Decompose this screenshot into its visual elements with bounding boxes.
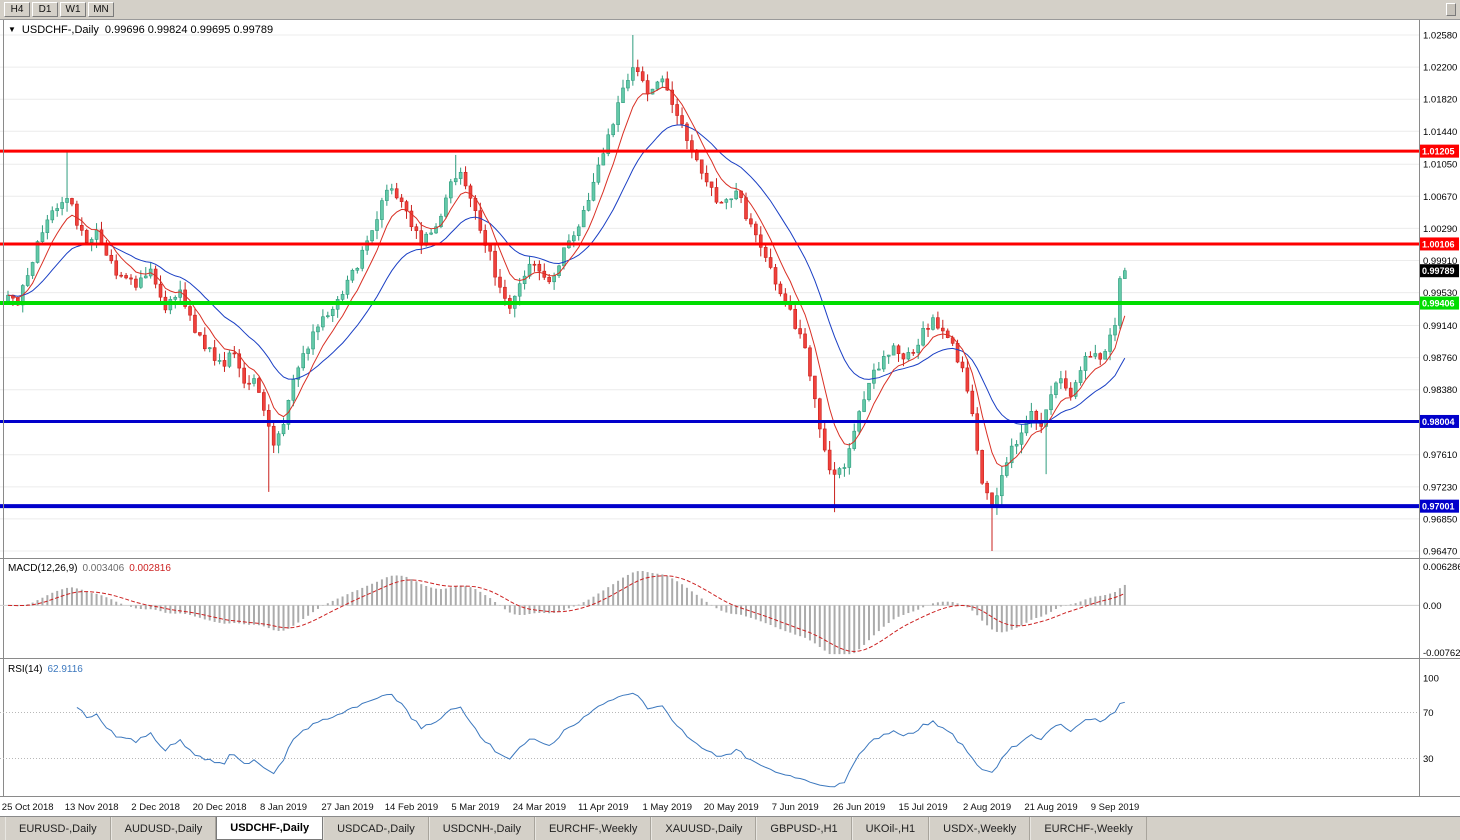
- date-axis-label: 13 Nov 2018: [65, 802, 119, 813]
- svg-text:0.97001: 0.97001: [1422, 502, 1455, 512]
- svg-text:0.98004: 0.98004: [1422, 417, 1455, 427]
- tab-usdchf-daily[interactable]: USDCHF-,Daily: [216, 817, 324, 840]
- price-axis-tick: 1.01440: [1423, 127, 1457, 138]
- svg-text:1.01205: 1.01205: [1422, 147, 1455, 157]
- macd-histogram: [11, 571, 1126, 655]
- ma-slow-line: [7, 124, 1126, 425]
- tab-eurchf-weekly[interactable]: EURCHF-,Weekly: [534, 817, 652, 840]
- price-axis-tick: 0.99140: [1423, 321, 1457, 332]
- macd-axis-tick: -0.00762: [1423, 648, 1460, 659]
- tab-usdx-weekly[interactable]: USDX-,Weekly: [929, 817, 1031, 840]
- date-axis-label: 11 Apr 2019: [578, 802, 629, 813]
- timeframe-button-mn[interactable]: MN: [88, 2, 114, 17]
- price-badge-0.97001: [1420, 499, 1459, 513]
- price-axis-tick: 0.98760: [1423, 353, 1457, 364]
- date-axis-label: 7 Jun 2019: [772, 802, 819, 813]
- timeframe-button-h4[interactable]: H4: [4, 2, 30, 17]
- ma-fast-line: [7, 86, 1126, 467]
- date-axis-label: 20 May 2019: [704, 802, 759, 813]
- tab-eurchf-weekly[interactable]: EURCHF-,Weekly: [1030, 817, 1147, 840]
- rsi-indicator-label: RSI(14) 62.9116: [8, 664, 83, 675]
- date-axis-label: 2 Aug 2019: [963, 802, 1011, 813]
- date-axis-label: 1 May 2019: [642, 802, 692, 813]
- svg-text:0.99406: 0.99406: [1422, 299, 1455, 309]
- macd-signal-line: [7, 575, 1125, 653]
- rsi-axis-tick: 100: [1423, 674, 1439, 685]
- toolbar-grip[interactable]: [1446, 3, 1456, 16]
- price-axis-tick: 1.01050: [1423, 160, 1457, 171]
- rsi-axis-tick: 70: [1423, 708, 1434, 719]
- date-axis-label: 14 Feb 2019: [385, 802, 438, 813]
- date-axis-label: 5 Mar 2019: [451, 802, 499, 813]
- tab-xauusd-daily[interactable]: XAUUSD-,Daily: [651, 817, 757, 840]
- price-badge-1.00106: [1420, 237, 1459, 251]
- chart-ohlc-values: 0.99696 0.99824 0.99695 0.99789: [104, 24, 274, 36]
- rsi-line: [76, 692, 1125, 788]
- date-axis-label: 26 Jun 2019: [833, 802, 885, 813]
- chart-symbol-label: USDCHF-,Daily: [21, 24, 99, 36]
- price-axis-tick: 1.02200: [1423, 63, 1457, 74]
- date-axis-label: 20 Dec 2018: [193, 802, 247, 813]
- rsi-axis-tick: 30: [1423, 754, 1434, 765]
- symbol-tabbar: EURUSD-,Daily AUDUSD-,Daily USDCHF-,Daily U…: [0, 816, 1460, 840]
- price-badge-0.99406: [1420, 296, 1459, 310]
- macd-indicator-label: MACD(12,26,9) 0.003406 0.002816: [8, 563, 171, 574]
- macd-main-value: 0.003406: [82, 563, 125, 574]
- chart-title: ▼ USDCHF-,Daily 0.99696 0.99824 0.99695 …: [8, 24, 273, 36]
- date-axis-label: 8 Jan 2019: [260, 802, 307, 813]
- price-axis-tick: 1.02580: [1423, 31, 1457, 42]
- tab-audusd-daily[interactable]: AUDUSD-,Daily: [110, 817, 217, 840]
- price-axis-tick: 0.99530: [1423, 288, 1457, 299]
- price-axis-tick: 0.97610: [1423, 450, 1457, 461]
- date-axis-label: 24 Mar 2019: [513, 802, 566, 813]
- price-chart[interactable]: 1.02580 1.02200 1.01820 1.01440 1.01050 1.006…: [0, 20, 1460, 816]
- price-axis-tick: 1.00290: [1423, 224, 1457, 235]
- macd-axis-tick: 0.00: [1423, 601, 1442, 612]
- rsi-name: RSI(14): [8, 664, 43, 675]
- price-axis-tick: 1.00670: [1423, 192, 1457, 203]
- price-axis-tick: 0.96470: [1423, 547, 1457, 558]
- tab-gbpusd-h1[interactable]: GBPUSD-,H1: [756, 817, 852, 840]
- svg-text:0.99789: 0.99789: [1422, 266, 1455, 276]
- svg-text:1.00106: 1.00106: [1422, 239, 1455, 249]
- timeframe-buttons: H4 D1 W1 MN: [4, 2, 114, 17]
- tab-ukoil-h1[interactable]: UKOil-,H1: [851, 817, 930, 840]
- date-axis-label: 9 Sep 2019: [1091, 802, 1140, 813]
- macd-signal-value: 0.002816: [129, 563, 171, 574]
- timeframe-button-d1[interactable]: D1: [32, 2, 58, 17]
- current-price-badge: [1420, 264, 1459, 278]
- tab-usdcnh-daily[interactable]: USDCNH-,Daily: [428, 817, 535, 840]
- price-axis-tick: 0.98380: [1423, 385, 1457, 396]
- chart-background: [0, 20, 1460, 816]
- date-axis-label: 2 Dec 2018: [131, 802, 180, 813]
- chevron-down-icon[interactable]: ▼: [8, 24, 16, 34]
- tab-usdcad-daily[interactable]: USDCAD-,Daily: [323, 817, 429, 840]
- date-axis-label: 25 Oct 2018: [2, 802, 54, 813]
- top-toolbar: H4 D1 W1 MN: [0, 0, 1460, 20]
- price-axis-tick: 0.97230: [1423, 482, 1457, 493]
- date-axis-label: 27 Jan 2019: [321, 802, 373, 813]
- macd-name: MACD(12,26,9): [8, 563, 78, 574]
- date-axis-label: 21 Aug 2019: [1024, 802, 1077, 813]
- price-badge-0.98004: [1420, 414, 1459, 428]
- price-axis-tick: 1.01820: [1423, 95, 1457, 106]
- date-axis-label: 15 Jul 2019: [899, 802, 948, 813]
- tab-eurusd-daily[interactable]: EURUSD-,Daily: [5, 817, 111, 840]
- chart-window: 1.02580 1.02200 1.01820 1.01440 1.01050 1.006…: [0, 20, 1460, 816]
- rsi-value: 62.9116: [47, 664, 83, 675]
- timeframe-button-w1[interactable]: W1: [60, 2, 86, 17]
- price-badge-1.01205: [1420, 144, 1459, 158]
- price-axis-tick: 0.96850: [1423, 514, 1457, 525]
- price-axis-tick: 0.99910: [1423, 256, 1457, 267]
- macd-axis-tick: 0.006286: [1423, 562, 1460, 573]
